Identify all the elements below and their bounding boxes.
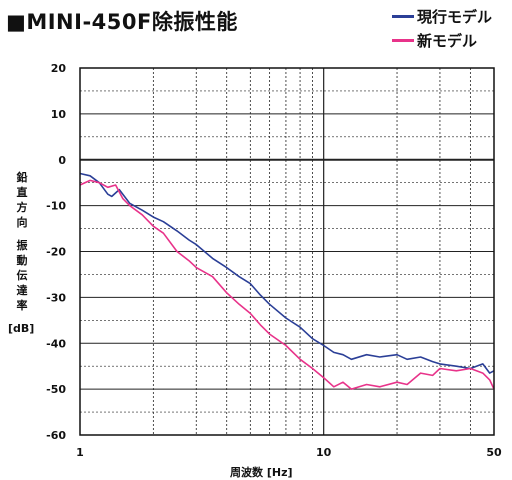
series-group: [79, 172, 495, 390]
chart-title: ■MINI-450F除振性能: [6, 10, 238, 34]
x-tick-labels: 1 10 50: [76, 446, 502, 459]
legend-label-current-model: 現行モデル: [417, 7, 493, 26]
y-axis-label-direction: 鉛直方向: [16, 171, 28, 229]
y-tick-label: -20: [46, 246, 66, 259]
x-axis-label: 周波数 [Hz]: [230, 466, 293, 479]
legend-item-new-model: 新モデル: [392, 28, 492, 52]
legend-item-current-model: 現行モデル: [392, 4, 492, 28]
legend-label-new-model: 新モデル: [417, 31, 478, 50]
y-tick-label: -30: [46, 291, 66, 304]
y-tick-label: -50: [46, 383, 66, 396]
x-tick-label: 1: [76, 446, 84, 459]
y-tick-labels: 20 10 0 -10 -20 -30 -40 -50 -60: [46, 62, 66, 442]
series-line-new-model: [79, 179, 495, 390]
series-line-current-model: [79, 172, 495, 374]
y-tick-label: 10: [51, 108, 67, 121]
y-tick-label: -10: [46, 200, 66, 213]
grid: [80, 68, 494, 435]
plot-frame: [79, 67, 495, 436]
y-tick-label: 0: [58, 154, 66, 167]
legend-swatch-new-model: [392, 38, 414, 42]
x-tick-label: 50: [486, 446, 502, 459]
legend-swatch-current-model: [392, 14, 414, 18]
y-tick-label: -40: [46, 337, 66, 350]
y-axis-label-transmissibility: 振動伝達率: [16, 239, 28, 312]
x-tick-label: 10: [316, 446, 332, 459]
y-tick-label: 20: [51, 62, 67, 75]
legend: 現行モデル 新モデル: [392, 4, 492, 52]
y-tick-label: -60: [46, 429, 66, 442]
y-axis-unit: [dB]: [8, 322, 35, 335]
